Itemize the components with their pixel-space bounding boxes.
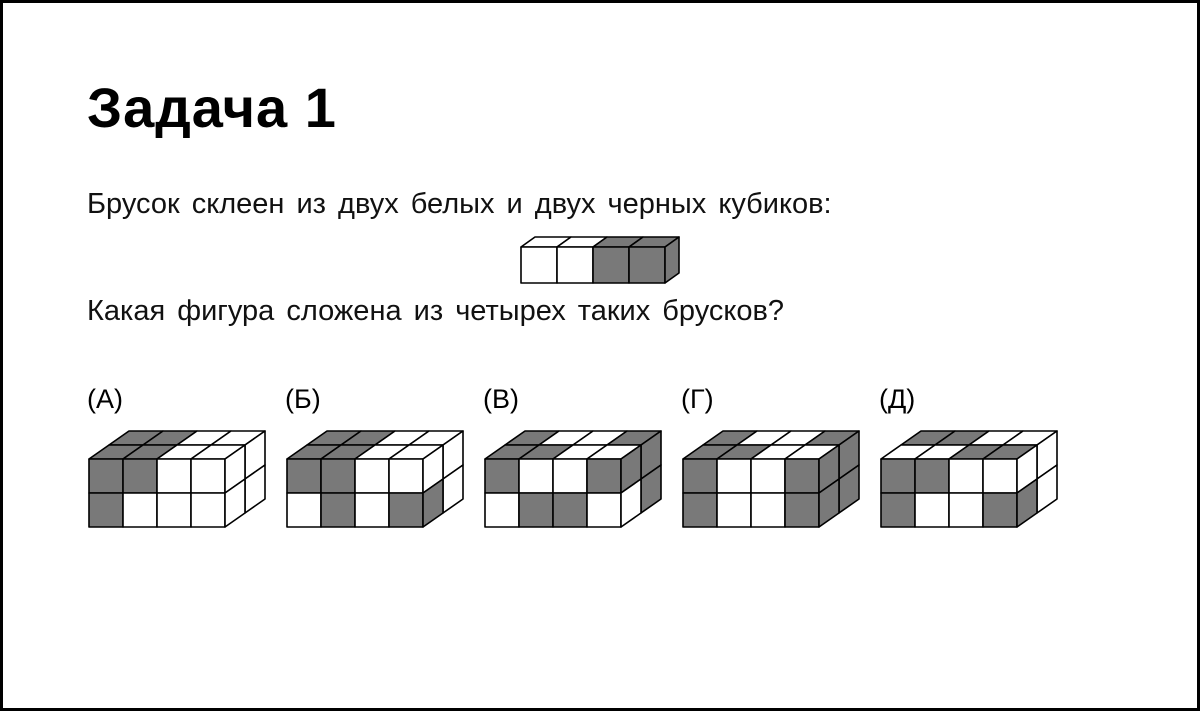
option-2: (Б) bbox=[285, 384, 465, 529]
option-label: (Д) bbox=[879, 384, 1059, 415]
option-1: (А) bbox=[87, 384, 267, 529]
option-label: (Б) bbox=[285, 384, 465, 415]
option-label: (В) bbox=[483, 384, 663, 415]
option-4: (Г) bbox=[681, 384, 861, 529]
option-figure bbox=[681, 429, 861, 529]
answer-options: (А) (Б) (В) (Г) (Д) bbox=[87, 384, 1113, 529]
option-3: (В) bbox=[483, 384, 663, 529]
option-label: (Г) bbox=[681, 384, 861, 415]
problem-text-2: Какая фигура сложена из четырех таких бр… bbox=[87, 295, 1113, 328]
option-figure bbox=[483, 429, 663, 529]
option-figure bbox=[87, 429, 267, 529]
option-figure bbox=[285, 429, 465, 529]
problem-title: Задача 1 bbox=[87, 75, 1113, 140]
option-figure bbox=[879, 429, 1059, 529]
option-label: (А) bbox=[87, 384, 267, 415]
problem-text-1: Брусок склеен из двух белых и двух черны… bbox=[87, 188, 1113, 221]
option-5: (Д) bbox=[879, 384, 1059, 529]
reference-bar bbox=[87, 235, 1113, 285]
